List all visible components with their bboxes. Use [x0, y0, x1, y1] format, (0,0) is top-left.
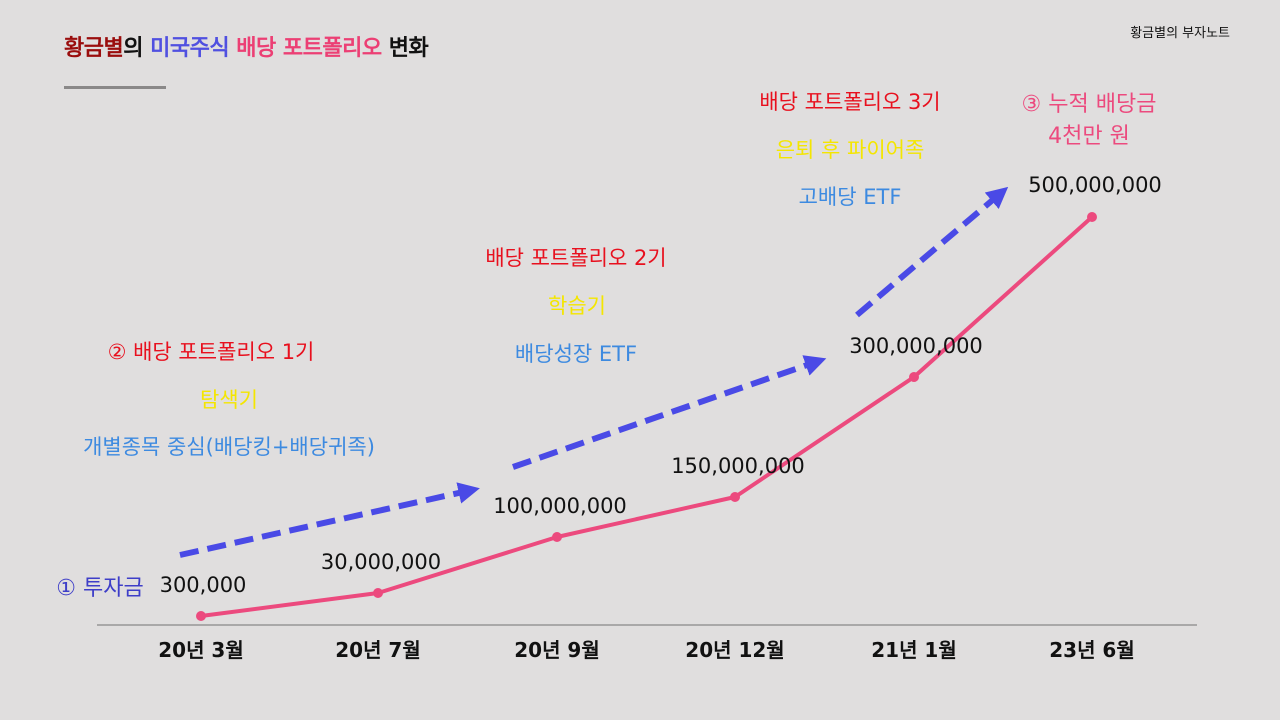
phase2-title: 배당 포트폴리오 2기	[485, 246, 667, 270]
x-tick-label-2: 20년 7월	[335, 638, 421, 662]
phase1-title: ② 배당 포트폴리오 1기	[107, 340, 315, 364]
phase2-strategy: 배당성장 ETF	[514, 342, 638, 366]
value-label-5: 300,000,000	[849, 334, 983, 358]
trend-arrow-2	[512, 355, 827, 470]
x-tick-label-1: 20년 3월	[158, 638, 244, 662]
value-label-3: 100,000,000	[493, 494, 627, 518]
series-line	[200, 215, 1094, 618]
dividend-total-label: ③ 누적 배당금	[1021, 92, 1157, 117]
title-part-portfolio: 배당 포트폴리오	[229, 36, 382, 61]
title-underline	[64, 86, 166, 89]
page-title: 황금별의 미국주식 배당 포트폴리오 변화	[64, 30, 429, 62]
x-tick-label-3: 20년 9월	[514, 638, 600, 662]
data-point-2	[373, 588, 383, 598]
phase3-title: 배당 포트폴리오 3기	[759, 90, 941, 114]
dividend-amount-label: 4천만 원	[1048, 124, 1130, 149]
trend-arrow-3	[855, 186, 1009, 318]
start-investment-label: ① 투자금	[56, 576, 144, 601]
data-point-3	[552, 532, 562, 542]
phase1-stage: 탐색기	[200, 388, 258, 412]
data-point-5	[909, 372, 919, 382]
value-label-2: 30,000,000	[321, 550, 441, 574]
x-tick-label-4: 20년 12월	[685, 638, 784, 662]
x-tick-label-5: 21년 1월	[871, 638, 957, 662]
brand-label: 황금별의 부자노트	[1130, 26, 1230, 41]
data-point-6	[1087, 212, 1097, 222]
phase1-strategy: 개별종목 중심(배당킹+배당귀족)	[83, 435, 375, 459]
data-point-1	[196, 611, 206, 621]
value-label-4: 150,000,000	[671, 454, 805, 478]
title-part-change: 변화	[381, 36, 429, 61]
value-label-6: 500,000,000	[1028, 173, 1162, 197]
phase3-stage: 은퇴 후 파이어족	[775, 138, 925, 162]
x-tick-label-6: 23년 6월	[1049, 638, 1135, 662]
trend-arrow-1	[179, 482, 480, 558]
title-part-author: 황금별	[64, 36, 124, 61]
phase2-stage: 학습기	[548, 294, 606, 318]
data-point-4	[730, 492, 740, 502]
title-part-market: 미국주식	[142, 36, 230, 61]
phase3-strategy: 고배당 ETF	[798, 185, 902, 209]
value-label-1: 300,000	[160, 573, 247, 597]
title-part-particle: 의	[123, 36, 143, 61]
